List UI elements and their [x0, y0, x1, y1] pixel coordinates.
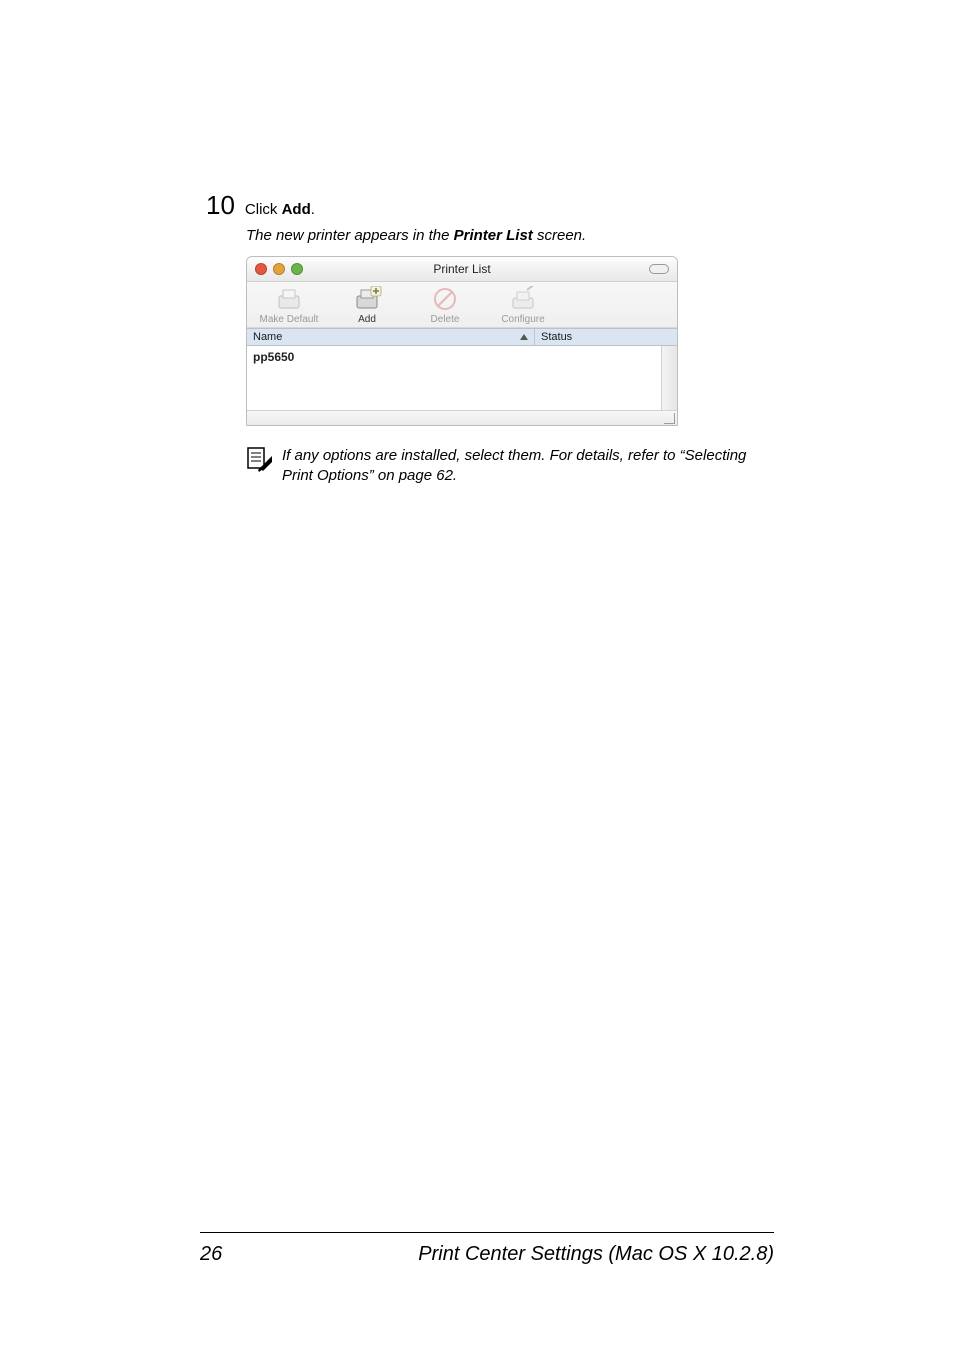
- step-instruction: Click Add.: [245, 201, 315, 218]
- delete-icon: [429, 286, 461, 312]
- note-text: If any options are installed, select the…: [282, 446, 774, 487]
- result-prefix: The new printer appears in the: [246, 227, 454, 244]
- printer-list: pp5650: [247, 346, 677, 410]
- sort-ascending-icon: [520, 334, 528, 340]
- make-default-button[interactable]: Make Default: [257, 286, 321, 325]
- delete-button[interactable]: Delete: [413, 286, 477, 325]
- column-status-label: Status: [541, 331, 572, 343]
- printer-icon: [273, 286, 305, 312]
- delete-label: Delete: [413, 314, 477, 325]
- configure-button[interactable]: Configure: [491, 286, 555, 325]
- vertical-scrollbar[interactable]: [661, 346, 677, 410]
- step-result: The new printer appears in the Printer L…: [246, 227, 774, 244]
- step-number: 10: [206, 190, 235, 221]
- footer-rule: [200, 1232, 774, 1233]
- section-title: Print Center Settings (Mac OS X 10.2.8): [418, 1243, 774, 1266]
- window-titlebar: Printer List: [247, 257, 677, 282]
- resize-handle[interactable]: [663, 412, 675, 424]
- step-bold: Add: [282, 201, 311, 218]
- step-prefix: Click: [245, 201, 282, 218]
- result-suffix: screen.: [533, 227, 586, 244]
- page-number: 26: [200, 1243, 222, 1266]
- add-button[interactable]: Add: [335, 286, 399, 325]
- printer-add-icon: [351, 286, 383, 312]
- printer-list-window: Printer List Make Default Add: [246, 256, 678, 426]
- configure-label: Configure: [491, 314, 555, 325]
- configure-icon: [507, 286, 539, 312]
- window-statusbar: [247, 410, 677, 425]
- make-default-label: Make Default: [257, 314, 321, 325]
- column-name-label: Name: [253, 331, 282, 343]
- note-icon: [246, 446, 272, 472]
- toolbar-toggle-icon[interactable]: [649, 264, 669, 274]
- column-name[interactable]: Name: [247, 329, 535, 345]
- page-footer: 26 Print Center Settings (Mac OS X 10.2.…: [200, 1232, 774, 1266]
- list-item[interactable]: pp5650: [247, 346, 677, 368]
- result-bold: Printer List: [454, 227, 533, 244]
- window-title: Printer List: [247, 262, 677, 276]
- column-status[interactable]: Status: [535, 329, 677, 345]
- window-toolbar: Make Default Add Delete: [247, 282, 677, 328]
- table-header: Name Status: [247, 328, 677, 346]
- add-label: Add: [335, 314, 399, 325]
- step-suffix: .: [311, 201, 315, 218]
